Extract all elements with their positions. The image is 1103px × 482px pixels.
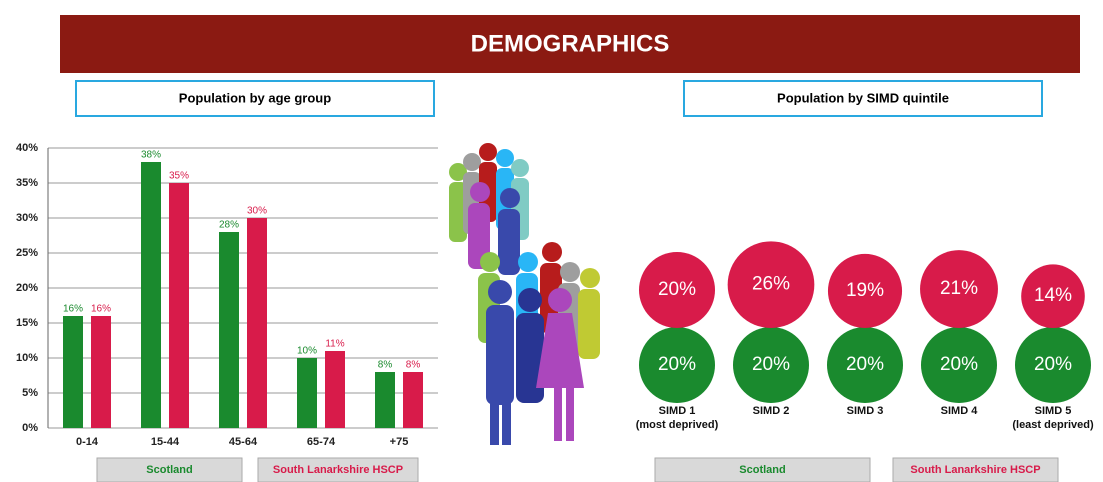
category-label: SIMD 2	[752, 405, 790, 417]
bubble	[920, 326, 998, 404]
data-label: 10%	[297, 346, 317, 357]
bar	[63, 316, 83, 428]
bubble	[727, 241, 815, 329]
y-tick-label: 10%	[16, 352, 38, 364]
legend-label: South Lanarkshire HSCP	[273, 464, 403, 476]
bubble	[1021, 264, 1085, 329]
title-box	[75, 80, 435, 117]
y-tick-label: 35%	[16, 177, 38, 189]
data-label: 20%	[658, 279, 696, 300]
people-illustration	[449, 143, 600, 445]
bar	[219, 232, 239, 428]
chart-title: Population by age group	[179, 90, 331, 105]
bubble	[638, 251, 716, 329]
bar	[91, 316, 111, 428]
bubble	[1014, 326, 1092, 404]
legend-label: Scotland	[146, 464, 192, 476]
data-label: 38%	[141, 150, 161, 161]
legend-box	[892, 457, 1059, 482]
x-tick-label: 45-64	[229, 436, 258, 448]
x-tick-label: 0-14	[76, 436, 99, 448]
bar	[325, 351, 345, 428]
y-tick-label: 5%	[22, 387, 38, 399]
bar	[403, 372, 423, 428]
bubble	[826, 326, 904, 404]
bar	[375, 372, 395, 428]
y-tick-label: 40%	[16, 142, 38, 154]
data-label: 8%	[406, 360, 421, 371]
bar	[297, 358, 317, 428]
data-label: 20%	[752, 354, 790, 375]
y-tick-label: 0%	[22, 422, 38, 434]
legend-label: Scotland	[739, 464, 785, 476]
data-label: 30%	[247, 206, 267, 217]
y-tick-label: 15%	[16, 317, 38, 329]
data-label: 8%	[378, 360, 393, 371]
x-tick-label: 15-44	[151, 436, 180, 448]
data-label: 20%	[658, 354, 696, 375]
data-label: 28%	[219, 220, 239, 231]
bubble	[638, 326, 716, 404]
data-label: 20%	[940, 354, 978, 375]
legend-box	[96, 457, 243, 482]
category-label: SIMD 3	[846, 405, 884, 417]
category-label: SIMD 5 (least deprived)	[1012, 405, 1094, 431]
data-label: 21%	[940, 278, 978, 299]
data-label: 16%	[63, 304, 83, 315]
bubble	[732, 326, 810, 404]
bubble	[920, 250, 998, 329]
legend-box	[257, 457, 419, 482]
header-bar	[60, 15, 1080, 73]
chart-title: Population by SIMD quintile	[777, 90, 949, 105]
category-label: SIMD 1 (most deprived)	[635, 405, 719, 431]
title-box	[683, 80, 1043, 117]
bar	[141, 162, 161, 428]
x-tick-label: +75	[390, 436, 409, 448]
data-label: 20%	[1034, 354, 1072, 375]
legend-box	[654, 457, 871, 482]
y-tick-label: 20%	[16, 282, 38, 294]
data-label: 11%	[325, 339, 344, 350]
y-tick-label: 25%	[16, 247, 38, 259]
data-label: 14%	[1034, 285, 1072, 306]
data-label: 35%	[169, 171, 189, 182]
bar	[247, 218, 267, 428]
data-label: 19%	[846, 280, 884, 301]
x-tick-label: 65-74	[307, 436, 336, 448]
header-title: DEMOGRAPHICS	[471, 30, 670, 57]
category-label: SIMD 4	[940, 405, 978, 417]
bar	[169, 183, 189, 428]
data-label: 26%	[752, 274, 790, 295]
legend-label: South Lanarkshire HSCP	[910, 464, 1040, 476]
y-tick-label: 30%	[16, 212, 38, 224]
data-label: 16%	[91, 304, 111, 315]
data-label: 20%	[846, 354, 884, 375]
bubble	[827, 253, 903, 329]
